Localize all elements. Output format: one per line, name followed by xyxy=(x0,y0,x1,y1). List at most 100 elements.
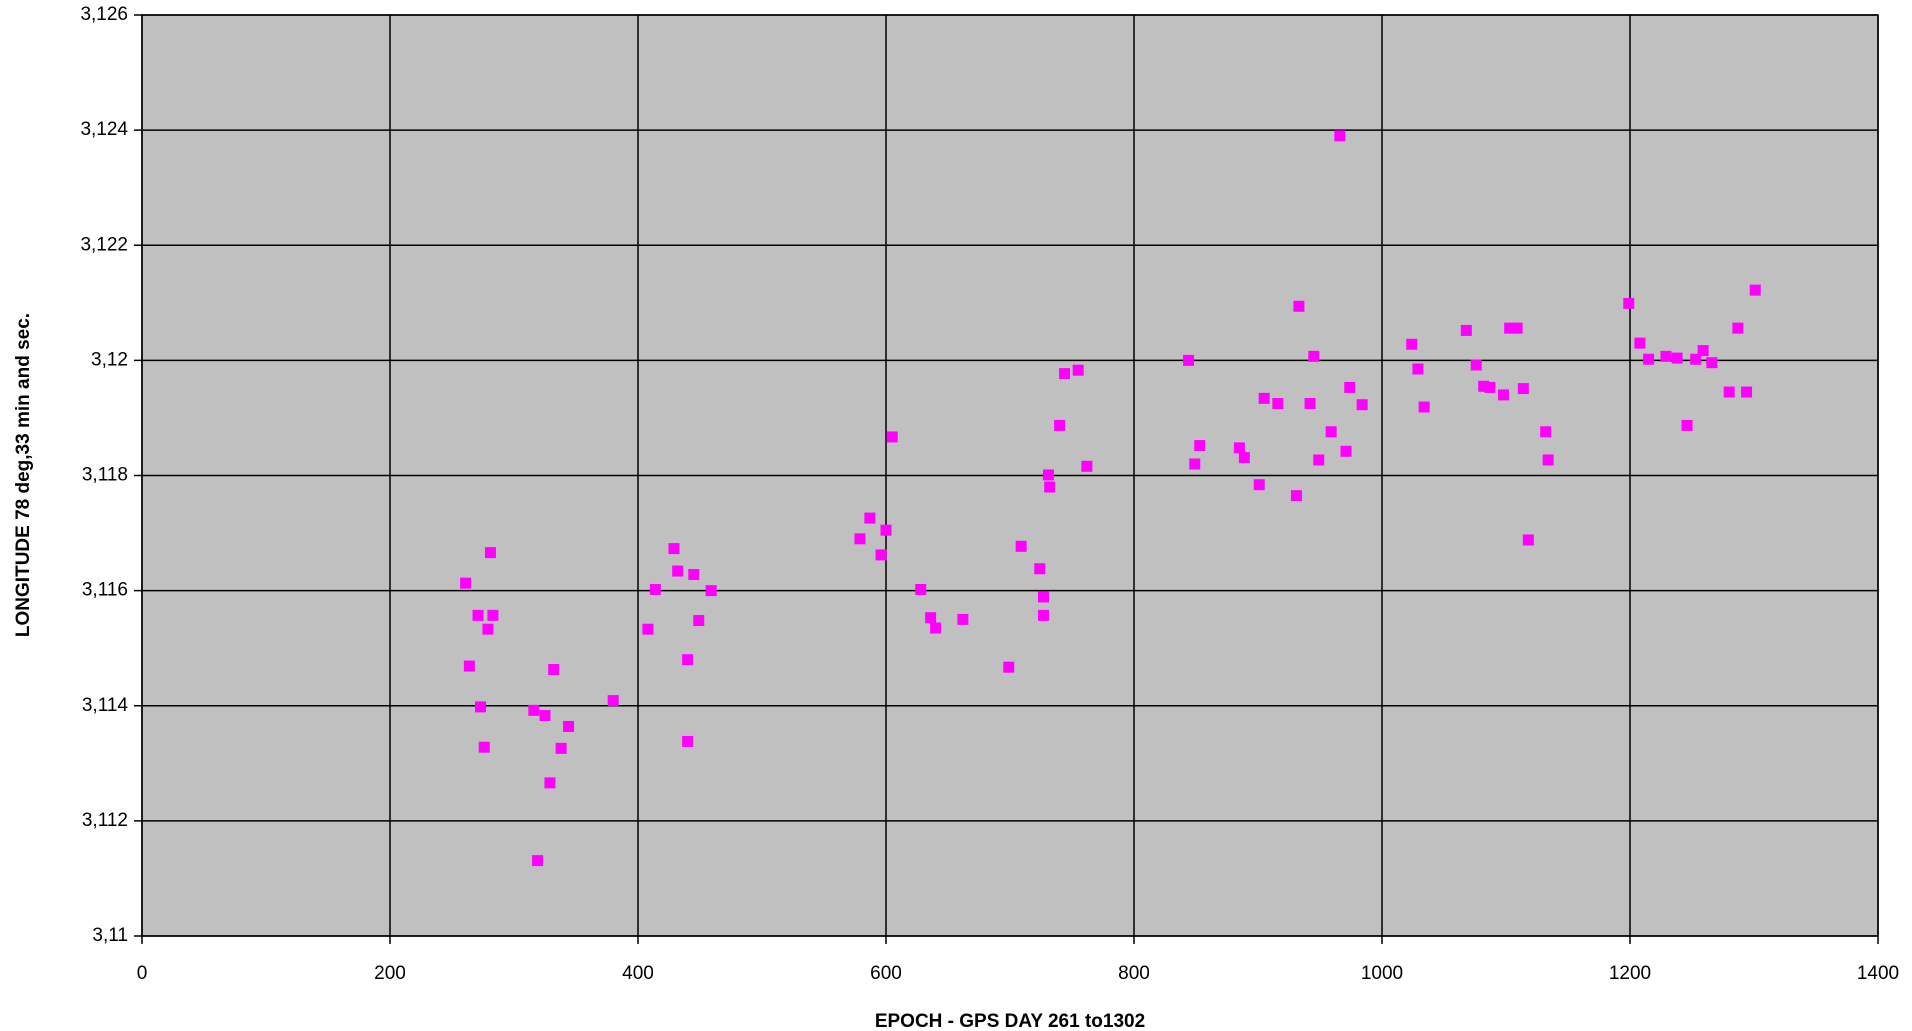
x-tick-label: 0 xyxy=(137,963,148,984)
point xyxy=(693,615,705,627)
point xyxy=(1749,284,1761,296)
point xyxy=(1697,345,1709,357)
point xyxy=(544,777,556,789)
point xyxy=(1258,392,1270,404)
point xyxy=(1643,353,1655,365)
point xyxy=(1478,380,1490,392)
point xyxy=(1623,297,1635,309)
point xyxy=(886,431,898,443)
point xyxy=(1272,398,1284,410)
point xyxy=(607,695,619,707)
point xyxy=(668,543,680,555)
point xyxy=(682,654,694,666)
y-tick-label: 3,122 xyxy=(80,234,128,255)
point xyxy=(1460,324,1472,336)
x-tick-label: 800 xyxy=(1118,963,1150,984)
point xyxy=(1003,661,1015,673)
point xyxy=(1681,419,1693,431)
point xyxy=(864,512,876,524)
point xyxy=(688,569,700,581)
point xyxy=(1660,350,1672,362)
y-tick-label: 3,124 xyxy=(80,119,128,140)
point xyxy=(930,622,942,634)
point xyxy=(682,735,694,747)
point xyxy=(1034,563,1046,575)
point xyxy=(472,609,484,621)
point xyxy=(1690,353,1702,365)
y-tick-label: 3,114 xyxy=(82,695,129,716)
point xyxy=(475,701,487,713)
x-tick-label: 1200 xyxy=(1609,963,1651,984)
point xyxy=(1723,386,1735,398)
y-tick-label: 3,118 xyxy=(82,465,128,486)
point xyxy=(482,623,494,635)
y-tick-label: 3,126 xyxy=(80,4,128,25)
x-tick-label: 600 xyxy=(870,963,902,984)
point xyxy=(548,663,560,675)
point xyxy=(555,742,567,754)
point xyxy=(539,710,551,722)
x-tick-label: 200 xyxy=(374,963,406,984)
point xyxy=(672,565,684,577)
point xyxy=(478,741,490,753)
point xyxy=(460,577,472,589)
x-tick-label: 400 xyxy=(622,963,654,984)
point xyxy=(880,524,892,536)
point xyxy=(705,585,717,597)
point xyxy=(1741,386,1753,398)
point xyxy=(1470,359,1482,371)
point xyxy=(1412,363,1424,375)
point xyxy=(1340,445,1352,457)
point xyxy=(854,533,866,545)
point xyxy=(1498,389,1510,401)
point xyxy=(1183,354,1195,366)
point xyxy=(642,623,654,635)
point xyxy=(532,855,544,867)
y-tick-label: 3,11 xyxy=(92,925,128,946)
x-tick-label: 1000 xyxy=(1361,963,1403,984)
point xyxy=(463,660,475,672)
point xyxy=(1511,322,1523,334)
point xyxy=(1732,322,1744,334)
point xyxy=(1072,364,1084,376)
point xyxy=(1037,609,1049,621)
point xyxy=(1059,368,1071,380)
y-axis-title: LONGITUDE 78 deg,33 min and sec. xyxy=(13,313,34,637)
point xyxy=(1037,591,1049,603)
point xyxy=(1634,337,1646,349)
point xyxy=(1344,381,1356,393)
point xyxy=(1517,383,1529,395)
point xyxy=(1542,454,1554,466)
point xyxy=(1334,130,1346,142)
point xyxy=(1313,454,1325,466)
point xyxy=(925,612,937,624)
x-tick-label: 1400 xyxy=(1857,963,1899,984)
point xyxy=(563,720,575,732)
x-axis-title: EPOCH - GPS DAY 261 to1302 xyxy=(875,1011,1145,1031)
point xyxy=(1054,419,1066,431)
point xyxy=(1290,490,1302,502)
point xyxy=(915,583,927,595)
point xyxy=(1293,300,1305,312)
point xyxy=(1406,338,1418,350)
point xyxy=(957,613,969,625)
point xyxy=(1189,458,1201,470)
point xyxy=(1356,399,1368,411)
y-tick-label: 3,112 xyxy=(82,810,128,831)
point xyxy=(1418,401,1430,413)
point xyxy=(1325,426,1337,438)
point xyxy=(487,609,499,621)
point xyxy=(484,547,496,559)
point xyxy=(1484,381,1496,393)
point xyxy=(1081,460,1093,472)
point xyxy=(1253,479,1265,491)
point xyxy=(1308,350,1320,362)
point xyxy=(1522,534,1534,546)
point xyxy=(1015,540,1027,552)
point xyxy=(875,549,887,561)
y-tick-label: 3,12 xyxy=(91,349,128,370)
point xyxy=(1540,426,1552,438)
point xyxy=(528,704,540,716)
